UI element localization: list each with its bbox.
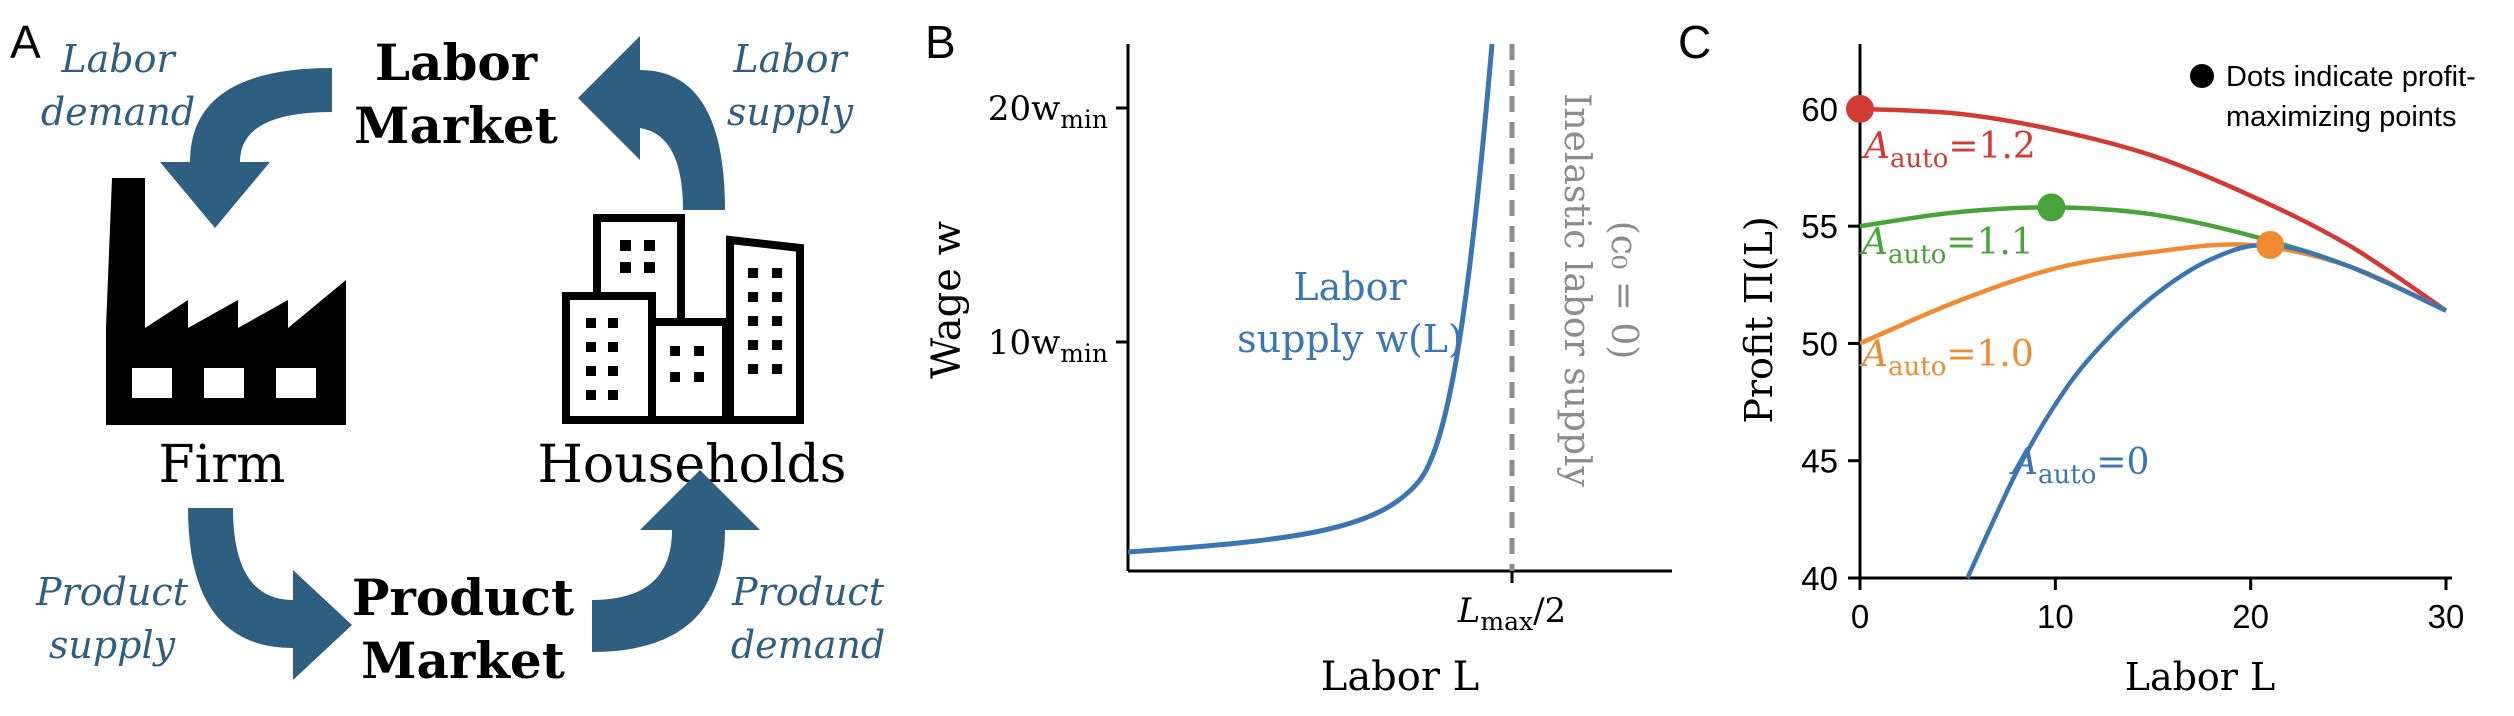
- labor-market-title-line2: Market: [354, 96, 558, 155]
- label-a-auto-0: Aauto=0: [2009, 442, 2149, 490]
- panel-c-axes: 40 45 50 55 60 0 10 20 30: [1801, 44, 2464, 635]
- label-a-auto-1-1: Aauto=1.1: [1859, 222, 2034, 270]
- panel-c-ytick-label: 60: [1801, 91, 1838, 128]
- labor-demand-label-line2: demand: [41, 90, 195, 134]
- panel-b-inelastic-label-line2: (c₀ = 0): [1603, 221, 1644, 360]
- panel-c-xtick-label: 20: [2232, 598, 2269, 635]
- panel-c-ytick-label: 50: [1801, 325, 1838, 362]
- max-point-dot: [2037, 193, 2066, 222]
- legend-text-line1: Dots indicate profit-: [2226, 61, 2476, 93]
- panel-c-xlabel: Labor L: [2125, 655, 2276, 699]
- buildings-icon: [562, 214, 804, 424]
- series-line-a-auto-0: [1965, 242, 2447, 579]
- legend-text-line2: maximizing points: [2226, 101, 2456, 133]
- label-a-auto-1-0: Aauto=1.0: [1859, 334, 2034, 382]
- panel-c-curves: [1860, 106, 2448, 579]
- firm-label: Firm: [159, 435, 286, 495]
- panel-b-xlabel: Labor L: [1321, 654, 1480, 700]
- panel-b-ytick-label-10: 10wmin: [988, 323, 1108, 368]
- product-market-title-line2: Market: [361, 631, 565, 690]
- panel-c-ylabel: Profit Π(L): [1737, 216, 1781, 423]
- panel-c-xtick-label: 30: [2428, 598, 2465, 635]
- factory-icon: [106, 178, 346, 425]
- labor-demand-label-line1: Labor: [60, 37, 177, 81]
- panel-c-ytick-label: 45: [1801, 443, 1838, 480]
- product-market-title-line1: Product: [352, 568, 574, 627]
- arrow-households-to-labor: [578, 36, 725, 210]
- panel-a: A Labor Market Product Market Firm House…: [10, 16, 885, 690]
- panel-c-xtick-label: 10: [2037, 598, 2074, 635]
- panel-b-letter: B: [925, 16, 956, 68]
- labor-supply-label-line2: supply: [727, 90, 854, 134]
- panel-c-xtick-label: 0: [1851, 598, 1869, 635]
- panel-c-letter: C: [1678, 16, 1711, 68]
- panel-b-inelastic-label-line1: Inelastic labor supply: [1556, 93, 1597, 487]
- panel-c-ytick-label: 55: [1801, 208, 1838, 245]
- arrow-labor-to-firm: [160, 68, 332, 228]
- arrow-firm-to-product: [188, 508, 352, 680]
- product-supply-label-line1: Product: [35, 570, 189, 614]
- label-a-auto-1-2: Aauto=1.2: [1861, 126, 2036, 174]
- product-demand-label-line2: demand: [731, 623, 885, 667]
- panel-a-letter: A: [10, 16, 41, 68]
- panel-b-xtick-label: Lmax/2: [1457, 591, 1566, 636]
- panel-b: B 20wmin 10wmin Lmax/2 Labor L Wage w La…: [924, 16, 1672, 700]
- max-point-dot: [2256, 230, 2285, 259]
- panel-b-curve-label-line1: Labor: [1293, 265, 1407, 309]
- panel-c-ytick-label: 40: [1801, 560, 1838, 597]
- labor-market-title-line1: Labor: [375, 33, 538, 92]
- panel-b-ylabel: Wage w: [924, 221, 970, 379]
- legend-dot: [2190, 64, 2214, 88]
- product-supply-label-line2: supply: [49, 623, 176, 667]
- labor-supply-label-line1: Labor: [732, 37, 849, 81]
- max-point-dot: [1846, 94, 1874, 123]
- arrow-product-to-households: [592, 470, 760, 652]
- panel-b-supply-curve: [1127, 43, 1495, 555]
- panel-c-dots: [1846, 94, 2285, 259]
- series-line-a-auto-1-2: [1860, 106, 2448, 313]
- product-demand-label-line1: Product: [731, 570, 885, 614]
- panel-b-ytick-label-20: 20wmin: [988, 89, 1108, 134]
- panel-b-curve-label-line2: supply w(L): [1237, 317, 1463, 361]
